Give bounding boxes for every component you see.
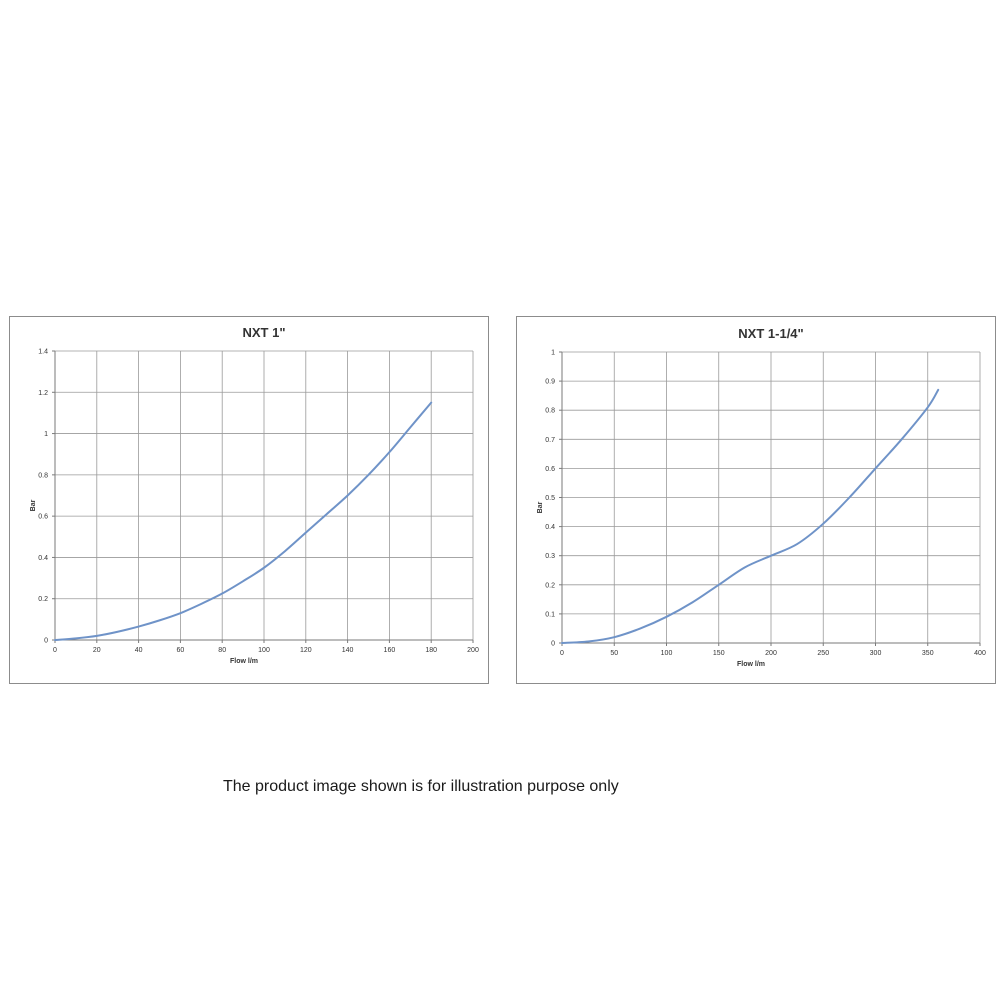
x-axis-label: Flow l/m <box>230 658 258 665</box>
x-tick-label: 180 <box>425 647 437 654</box>
x-tick-label: 100 <box>258 647 270 654</box>
y-tick-label: 0 <box>44 638 48 645</box>
y-tick-label: 1 <box>551 350 555 357</box>
y-tick-label: 0.8 <box>38 472 48 479</box>
y-tick-label: 1 <box>44 431 48 438</box>
chart-nxt-1-1-4-plot: NXT 1-1/4"00.10.20.30.40.50.60.70.80.910… <box>537 326 986 668</box>
y-tick-label: 0.4 <box>545 524 555 531</box>
y-tick-label: 0.6 <box>38 514 48 521</box>
x-tick-label: 200 <box>765 650 777 657</box>
x-tick-label: 120 <box>300 647 312 654</box>
y-tick-label: 0.4 <box>38 555 48 562</box>
chart-nxt-1-1-4: NXT 1-1/4" 0 0.1 0.2 0.3 0.4 0.5 0.6 0.7 0.8 0.9 1 0… <box>516 316 996 684</box>
x-tick-label: 140 <box>342 647 354 654</box>
x-tick-label: 0 <box>53 647 57 654</box>
y-tick-label: 0 <box>551 641 555 648</box>
x-tick-label: 350 <box>922 650 934 657</box>
x-tick-label: 300 <box>870 650 882 657</box>
y-tick-label: 0.2 <box>38 596 48 603</box>
disclaimer-text: The product image shown is for illustrat… <box>223 778 619 795</box>
y-tick-label: 1.2 <box>38 390 48 397</box>
y-tick-label: 1.4 <box>38 349 48 356</box>
x-tick-label: 80 <box>218 647 226 654</box>
y-axis-label: Bar <box>30 499 37 511</box>
series-line <box>54 401 433 641</box>
y-tick-label: 0.3 <box>545 553 555 560</box>
y-tick-label: 0.9 <box>545 379 555 386</box>
y-tick-label: 0.5 <box>545 495 555 502</box>
x-tick-label: 20 <box>93 647 101 654</box>
y-tick-label: 0.8 <box>545 408 555 415</box>
chart-nxt-1-plot: NXT 1" 0 0.2 0.4 0.6 0.8 1 1.2 1.4 0 20 40 60 80 100 12… <box>30 325 479 665</box>
x-tick-label: 0 <box>560 650 564 657</box>
x-tick-label: 250 <box>817 650 829 657</box>
chart-nxt-1: NXT 1" 0 0.2 0.4 0.6 0.8 1 1.2 1.4 0 20 40 60 80 100 12… <box>9 316 489 684</box>
x-tick-label: 400 <box>974 650 986 657</box>
x-tick-label: 150 <box>713 650 725 657</box>
x-tick-label: 40 <box>135 647 143 654</box>
y-tick-label: 0.6 <box>545 466 555 473</box>
y-tick-label: 0.1 <box>545 611 555 618</box>
chart-title: NXT 1-1/4" <box>738 326 803 341</box>
chart-title: NXT 1" <box>242 325 285 340</box>
x-tick-label: 60 <box>177 647 185 654</box>
y-tick-label: 0.7 <box>545 437 555 444</box>
x-tick-label: 160 <box>384 647 396 654</box>
y-axis-label: Bar <box>537 501 544 513</box>
series-line <box>561 388 940 644</box>
y-tick-label: 0.2 <box>545 582 555 589</box>
x-axis-label: Flow l/m <box>737 661 765 668</box>
x-tick-label: 200 <box>467 647 479 654</box>
x-tick-label: 50 <box>610 650 618 657</box>
x-tick-label: 100 <box>661 650 673 657</box>
